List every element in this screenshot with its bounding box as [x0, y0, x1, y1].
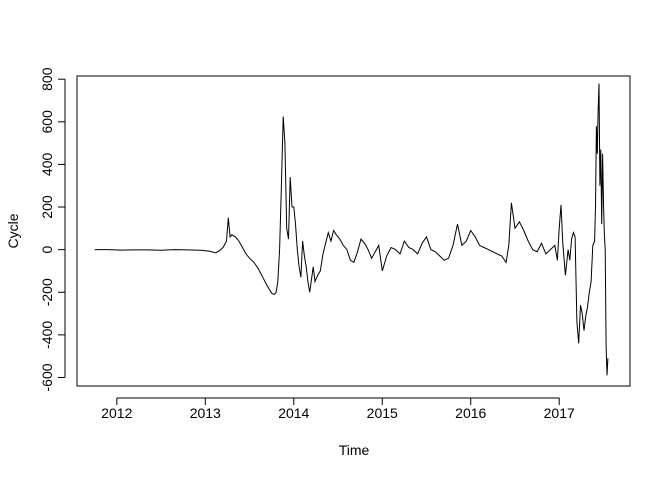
- x-tick-label: 2015: [367, 405, 398, 421]
- y-axis: -600 -400 -200 0 200 400 600 800: [39, 67, 66, 391]
- y-axis-title: Cycle: [5, 213, 21, 248]
- y-tick-label: 0: [39, 246, 55, 254]
- x-tick-label: 2017: [544, 405, 575, 421]
- series-line-cycle: [94, 83, 609, 376]
- y-tick-label: -600: [39, 363, 55, 391]
- x-axis: 2012 2013 2014 2015 2016 2017: [101, 397, 575, 421]
- y-tick-label: 200: [39, 195, 55, 219]
- y-tick-label: -400: [39, 321, 55, 349]
- x-tick-label: 2014: [278, 405, 309, 421]
- x-tick-label: 2016: [455, 405, 486, 421]
- y-tick-label: 400: [39, 153, 55, 177]
- y-tick-label: 800: [39, 67, 55, 91]
- y-tick-label: 600: [39, 110, 55, 134]
- x-tick-label: 2012: [101, 405, 132, 421]
- plot-border: [76, 75, 631, 387]
- x-axis-title: Time: [339, 442, 370, 458]
- y-tick-label: -200: [39, 278, 55, 306]
- x-tick-label: 2013: [190, 405, 221, 421]
